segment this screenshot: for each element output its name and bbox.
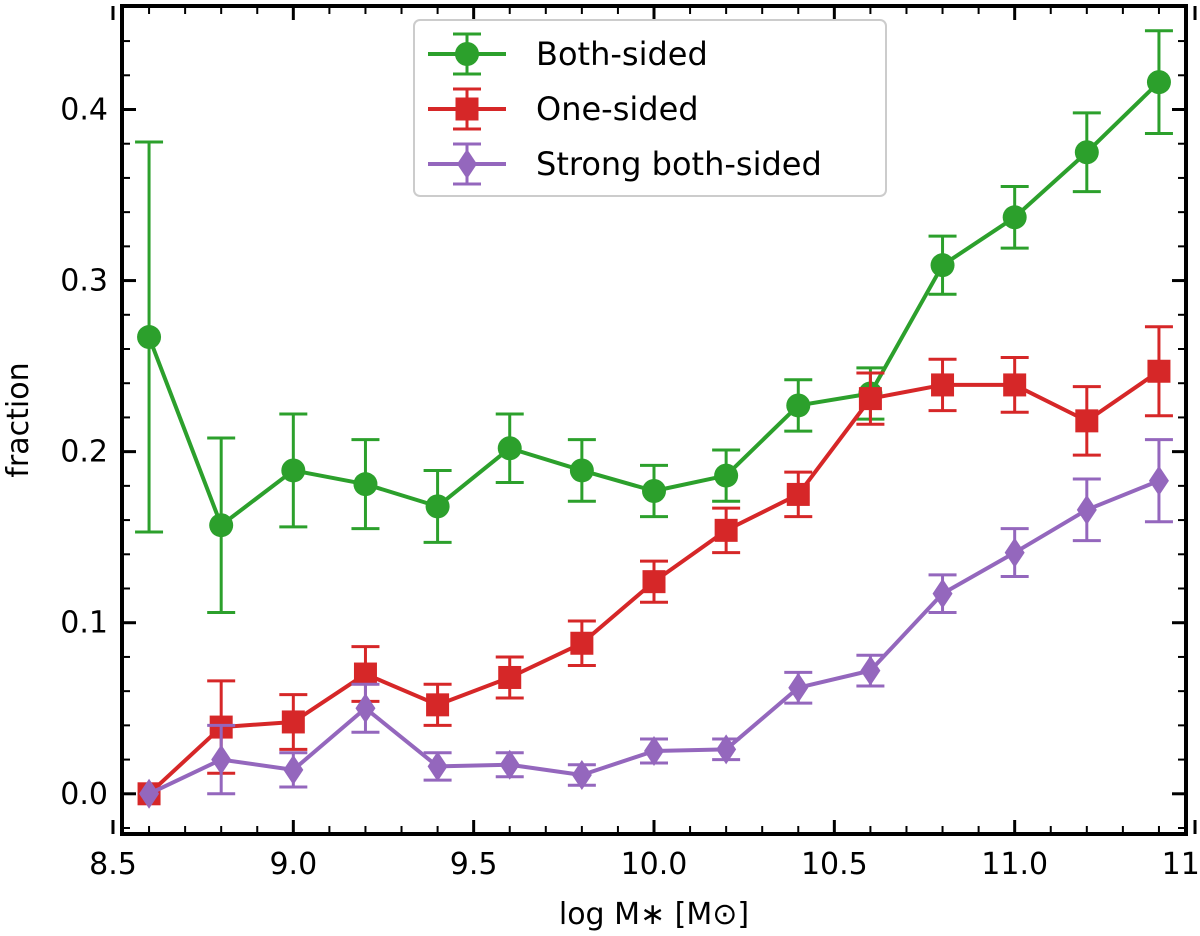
data-point [355, 693, 376, 724]
legend-box [413, 19, 887, 197]
data-point [571, 759, 592, 790]
data-point [930, 253, 955, 278]
data-point [281, 710, 305, 734]
data-point [211, 744, 232, 775]
x-tick-label-4: 10.5 [801, 847, 868, 882]
data-point [1076, 494, 1097, 525]
data-point [786, 482, 810, 506]
y-tick-label-2: 0.2 [60, 435, 108, 470]
data-point [426, 693, 450, 717]
legend-item: Both-sided [428, 32, 708, 76]
x-axis-label: log M∗ [M⊙] [559, 897, 749, 932]
legend-item: Strong both-sided [428, 142, 822, 186]
x-tick-label-2: 9.5 [450, 847, 498, 882]
legend-marker [457, 149, 477, 179]
data-point [932, 578, 953, 609]
y-tick-label-0: 0.0 [60, 777, 108, 812]
y-tick-label-1: 0.1 [60, 606, 108, 641]
data-point [1075, 409, 1099, 433]
data-point [425, 494, 450, 519]
x-axis: 8.5 9.0 9.5 10.0 10.5 11.0 11.5 [89, 6, 1200, 882]
data-point [1074, 140, 1099, 165]
data-point [353, 472, 378, 497]
legend-label: One-sided [536, 90, 699, 128]
data-point [931, 373, 955, 397]
data-point [788, 672, 809, 703]
plot-area [135, 29, 1173, 809]
data-point [498, 665, 522, 689]
series-both-sided [135, 29, 1173, 614]
data-point [1147, 359, 1171, 383]
data-point [1002, 205, 1027, 230]
x-tick-label-6: 11.5 [1162, 847, 1200, 882]
data-point [1146, 70, 1171, 95]
data-point [716, 734, 737, 765]
series-one-sided [137, 325, 1173, 806]
data-point [427, 751, 448, 782]
legend-marker [455, 42, 479, 66]
data-point [860, 655, 881, 686]
data-point [1004, 537, 1025, 568]
x-tick-label-0: 8.5 [89, 847, 137, 882]
x-tick-label-1: 9.0 [269, 847, 317, 882]
data-point [569, 458, 594, 483]
legend-item: One-sided [428, 87, 699, 131]
legend: Both-sided One-sided Strong both-sided [413, 19, 887, 197]
data-point [353, 662, 377, 686]
data-point [1148, 465, 1169, 496]
legend-marker [455, 97, 479, 121]
data-point [499, 749, 520, 780]
data-point [497, 436, 522, 461]
data-point [714, 518, 738, 542]
data-point [858, 387, 882, 411]
y-axis-label: fraction [1, 362, 36, 477]
data-point [1003, 373, 1027, 397]
legend-label: Strong both-sided [536, 145, 822, 183]
x-tick-label-3: 10.0 [621, 847, 688, 882]
data-point [714, 463, 739, 488]
data-point [642, 478, 666, 503]
x-tick-label-5: 11.0 [981, 847, 1048, 882]
series-strong-both-sided [139, 438, 1173, 809]
data-point [139, 778, 160, 809]
data-point [644, 736, 664, 767]
data-point [137, 325, 162, 350]
data-point [786, 393, 811, 418]
y-axis: 0.0 0.1 0.2 0.3 0.4 [60, 5, 1186, 830]
legend-label: Both-sided [536, 35, 708, 73]
data-point [281, 458, 306, 483]
y-tick-label-4: 0.4 [60, 93, 108, 128]
data-point [642, 570, 666, 594]
data-point [209, 513, 234, 538]
data-point [283, 754, 304, 785]
data-point [570, 631, 594, 655]
y-tick-label-3: 0.3 [60, 264, 108, 299]
